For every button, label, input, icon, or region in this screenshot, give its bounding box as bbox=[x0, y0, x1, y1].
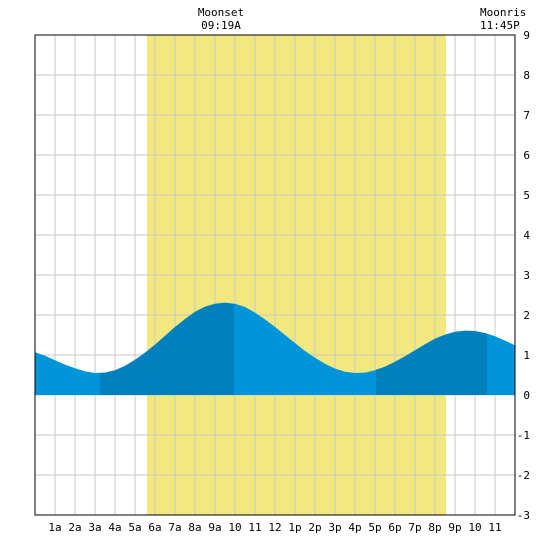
plot-border bbox=[34, 34, 516, 516]
x-tick-label: 1p bbox=[288, 521, 301, 534]
x-axis-tick-labels: 1a 2a 3a 4a 5a 6a 7a 8a 9a 10 11 12 1p 2p 3p 4p 5p 6p 7p 8p… bbox=[48, 521, 501, 534]
tide-band bbox=[487, 333, 515, 395]
x-tick-label: 8a bbox=[188, 521, 201, 534]
y-tick-label: 0 bbox=[523, 389, 530, 402]
y-tick-label: 4 bbox=[523, 229, 530, 242]
y-axis-tick-labels: 9 8 7 6 5 4 3 2 1 0 -1 -2 -3 bbox=[517, 29, 531, 522]
x-tick-label: 3p bbox=[328, 521, 341, 534]
y-tick-label: 5 bbox=[523, 189, 530, 202]
moon-annotation-label: Moonset bbox=[198, 6, 244, 19]
x-tick-label: 2a bbox=[68, 521, 81, 534]
x-tick-label: 10 bbox=[468, 521, 481, 534]
y-tick-label: 1 bbox=[523, 349, 530, 362]
y-tick-label: 2 bbox=[523, 309, 530, 322]
x-tick-label: 2p bbox=[308, 521, 321, 534]
tide-band bbox=[234, 303, 376, 395]
x-tick-label: 6a bbox=[148, 521, 161, 534]
y-tick-label: 6 bbox=[523, 149, 530, 162]
x-tick-label: 9a bbox=[208, 521, 221, 534]
x-tick-label: 1a bbox=[48, 521, 61, 534]
x-tick-label: 9p bbox=[448, 521, 461, 534]
tide-area bbox=[35, 302, 515, 395]
tide-band bbox=[35, 352, 100, 395]
moon-annotation-time: 11:45P bbox=[480, 19, 520, 32]
y-tick-label: -3 bbox=[517, 509, 530, 522]
y-tick-label: 9 bbox=[523, 29, 530, 42]
x-tick-label: 10 bbox=[228, 521, 241, 534]
moon-annotation-label: Moonris bbox=[480, 6, 526, 19]
x-tick-label: 4p bbox=[348, 521, 361, 534]
grid-lines bbox=[35, 35, 515, 515]
tide-band bbox=[100, 302, 234, 395]
x-tick-label: 5p bbox=[368, 521, 381, 534]
x-tick-label: 5a bbox=[128, 521, 141, 534]
x-tick-label: 11 bbox=[488, 521, 501, 534]
x-tick-label: 12 bbox=[268, 521, 281, 534]
y-tick-label: 7 bbox=[523, 109, 530, 122]
y-tick-label: -2 bbox=[517, 469, 530, 482]
y-tick-label: -1 bbox=[517, 429, 530, 442]
x-tick-label: 7a bbox=[168, 521, 181, 534]
x-tick-label: 7p bbox=[408, 521, 421, 534]
x-tick-label: 8p bbox=[428, 521, 441, 534]
x-tick-label: 4a bbox=[108, 521, 121, 534]
tide-band bbox=[376, 330, 487, 395]
x-tick-label: 11 bbox=[248, 521, 261, 534]
y-tick-label: 3 bbox=[523, 269, 530, 282]
x-tick-label: 6p bbox=[388, 521, 401, 534]
y-tick-label: 8 bbox=[523, 69, 530, 82]
plot-frame bbox=[34, 34, 516, 516]
x-tick-label: 3a bbox=[88, 521, 101, 534]
moon-annotation-time: 09:19A bbox=[201, 19, 241, 32]
